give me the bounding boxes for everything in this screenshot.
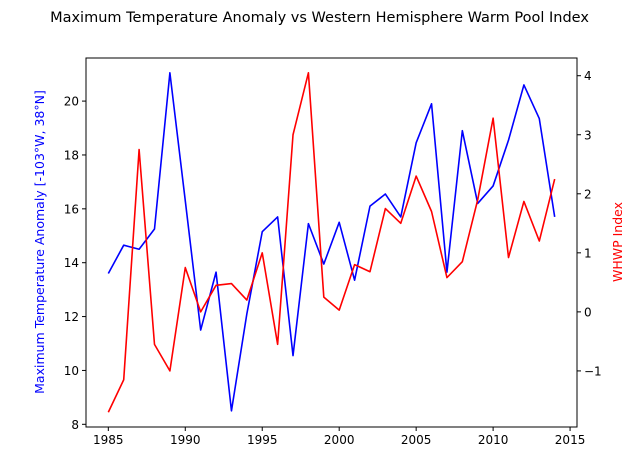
series-group (107, 71, 556, 413)
series-line-max-temp-anomaly (107, 72, 556, 412)
y-right-tick-label: 2 (584, 187, 592, 201)
x-tick-label: 1995 (247, 433, 278, 447)
series-line-whwp-index (107, 71, 556, 413)
y-axis-left: 8 10 12 14 16 18 20 (64, 95, 86, 432)
y-left-tick-label: 12 (64, 310, 79, 324)
y-axis-left-label: Maximum Temperature Anomaly [-103°W, 38°… (32, 90, 47, 394)
y-right-tick-label: −1 (584, 364, 602, 378)
y-left-tick-label: 14 (64, 256, 79, 270)
x-tick-label: 2000 (324, 433, 355, 447)
x-tick-label: 2010 (478, 433, 509, 447)
y-left-tick-label: 10 (64, 364, 79, 378)
y-right-tick-label: 1 (584, 246, 592, 260)
y-left-tick-label: 18 (64, 148, 79, 162)
y-axis-right-label: WHWP Index (610, 202, 625, 282)
plot-frame (85, 57, 578, 428)
plot-area (85, 57, 578, 428)
y-right-tick-label: 0 (584, 305, 592, 319)
x-tick-label: 2005 (401, 433, 432, 447)
x-tick-label: 2015 (555, 433, 586, 447)
chart-title: Maximum Temperature Anomaly vs Western H… (50, 10, 589, 26)
x-axis: 1985 1990 1995 2000 2005 2010 2015 (93, 427, 585, 447)
y-left-tick-label: 16 (64, 202, 79, 216)
x-tick-label: 1990 (170, 433, 201, 447)
y-left-tick-label: 20 (64, 95, 79, 109)
y-right-tick-label: 3 (584, 128, 592, 142)
y-left-tick-label: 8 (71, 418, 79, 432)
y-right-tick-label: 4 (584, 69, 592, 83)
x-tick-label: 1985 (93, 433, 124, 447)
y-axis-right: −1 0 1 2 3 4 (577, 69, 602, 378)
